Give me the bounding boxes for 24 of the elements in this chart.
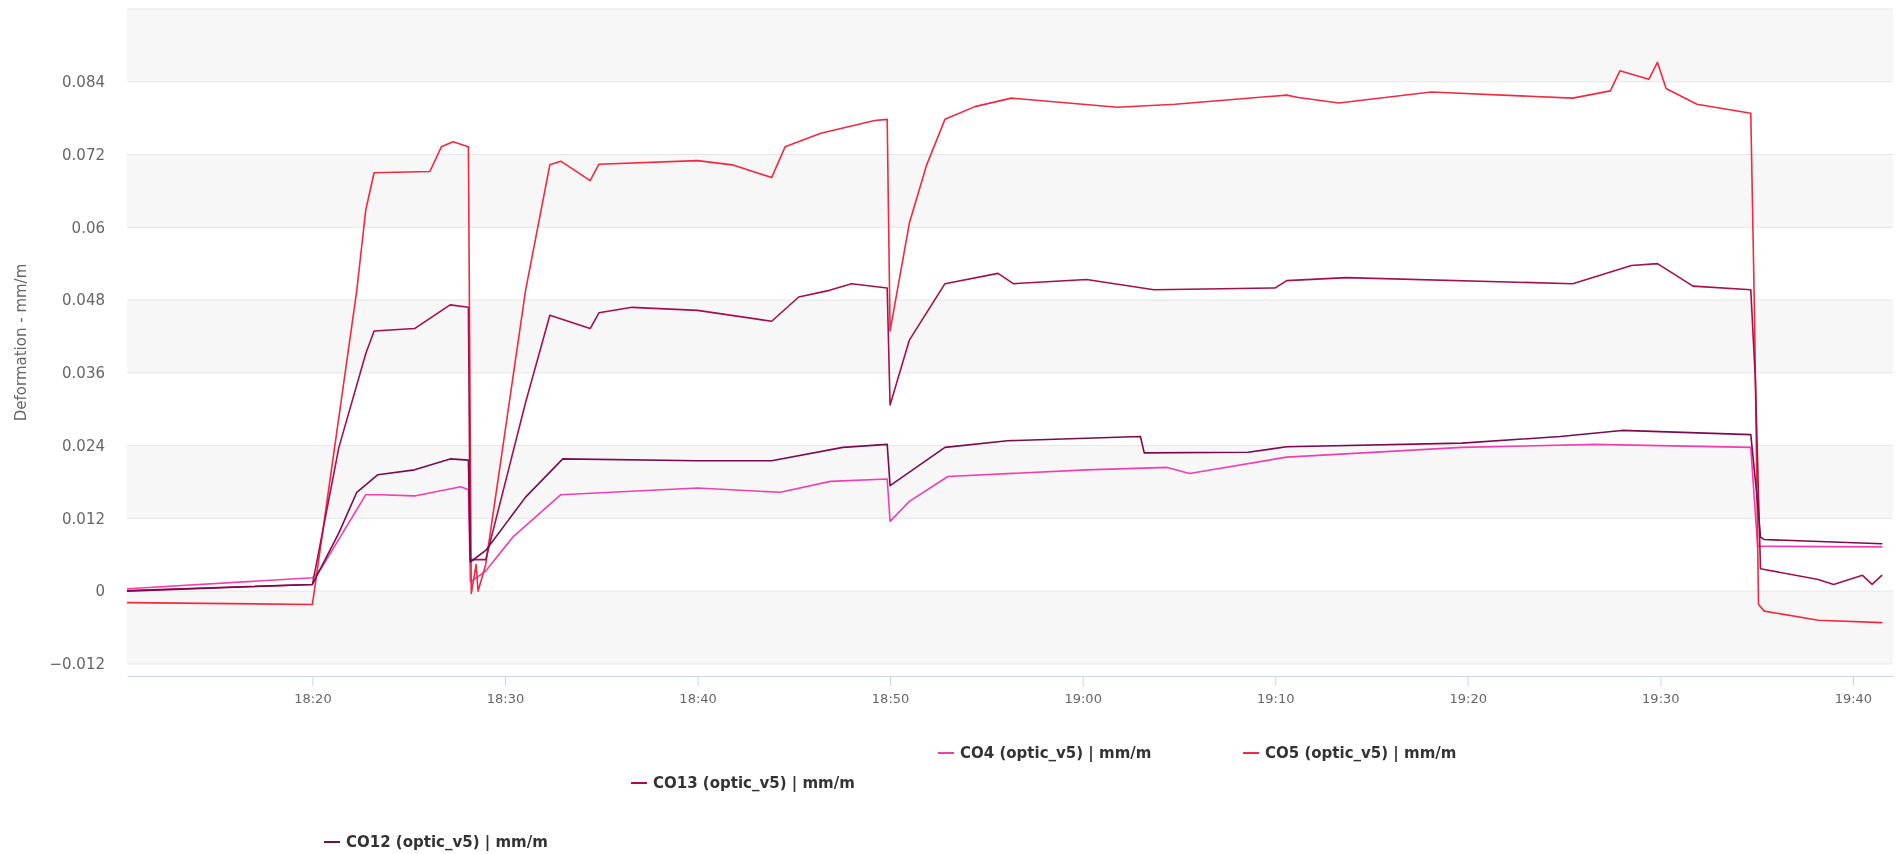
x-tick-label: 19:00 xyxy=(1064,691,1102,707)
y-tick-label: 0.084 xyxy=(62,73,105,92)
y-axis-title: Deformation - mm/m xyxy=(12,263,30,422)
x-tick-label: 19:10 xyxy=(1257,691,1295,707)
y-tick-label: 0.036 xyxy=(62,364,105,383)
y-tick-label: 0.012 xyxy=(62,509,105,528)
x-tick-label: 18:50 xyxy=(871,691,910,707)
x-tick-label: 18:40 xyxy=(679,691,717,707)
y-tick-label: 0.024 xyxy=(62,436,105,455)
x-tick-label: 18:20 xyxy=(294,691,332,707)
x-tick-label: 18:30 xyxy=(486,691,525,707)
y-tick-label: −0.012 xyxy=(49,655,105,674)
y-tick-label: 0 xyxy=(95,582,105,601)
x-tick-label: 19:40 xyxy=(1834,691,1873,707)
legend-label: CO5 (optic_v5) | mm/m xyxy=(1265,744,1457,763)
y-tick-label: 0.048 xyxy=(62,291,105,310)
legend-label: CO12 (optic_v5) | mm/m xyxy=(346,833,548,852)
legend-label: CO4 (optic_v5) | mm/m xyxy=(960,744,1152,763)
legend-label: CO13 (optic_v5) | mm/m xyxy=(653,774,855,793)
y-tick-label: 0.06 xyxy=(71,218,105,237)
x-tick-label: 19:30 xyxy=(1642,691,1680,707)
y-tick-label: 0.072 xyxy=(62,145,105,164)
line-series xyxy=(126,61,1883,624)
x-tick-label: 19:20 xyxy=(1449,691,1487,707)
